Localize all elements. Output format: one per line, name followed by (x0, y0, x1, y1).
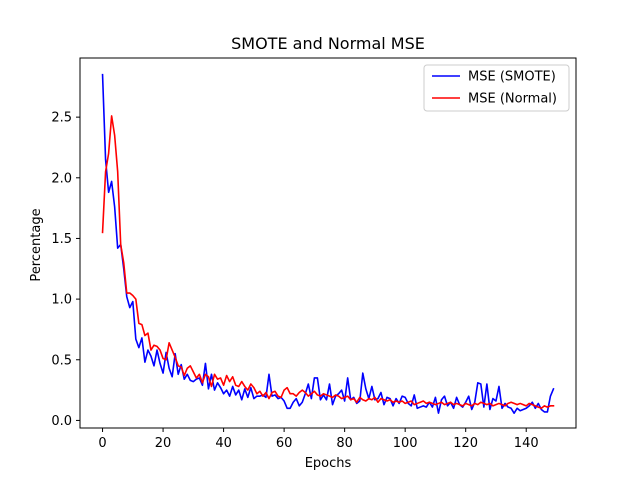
x-tick-label: 60 (276, 436, 293, 451)
x-axis-ticks: 0 20 40 60 80 100 120 140 (98, 428, 539, 451)
y-tick-label: 1.5 (51, 232, 72, 247)
legend: MSE (SMOTE) MSE (Normal) (423, 64, 570, 112)
x-tick-label: 80 (336, 436, 353, 451)
legend-label: MSE (SMOTE) (468, 70, 556, 85)
x-tick-label: 100 (393, 436, 418, 451)
y-axis-ticks: 0.0 0.5 1.0 1.5 2.0 2.5 (51, 111, 80, 429)
x-axis-title: Epochs (305, 456, 352, 471)
legend-box (423, 64, 570, 112)
series-line-normal (101, 115, 555, 410)
y-tick-label: 1.0 (51, 293, 72, 308)
axes-frame (79, 57, 577, 429)
y-tick-label: 0.0 (51, 414, 72, 429)
legend-label: MSE (Normal) (468, 92, 557, 107)
y-tick-label: 2.0 (51, 171, 72, 186)
y-tick-label: 2.5 (51, 111, 72, 126)
series-line-smote (101, 73, 555, 414)
x-tick-label: 0 (98, 436, 106, 451)
series-layer (101, 73, 555, 414)
y-axis-title: Percentage (29, 208, 44, 281)
x-tick-label: 20 (155, 436, 172, 451)
chart-title: SMOTE and Normal MSE (231, 34, 425, 53)
plot-area (79, 57, 577, 429)
x-tick-label: 40 (215, 436, 232, 451)
y-tick-label: 0.5 (51, 353, 72, 368)
x-tick-label: 140 (514, 436, 539, 451)
x-tick-label: 120 (453, 436, 478, 451)
